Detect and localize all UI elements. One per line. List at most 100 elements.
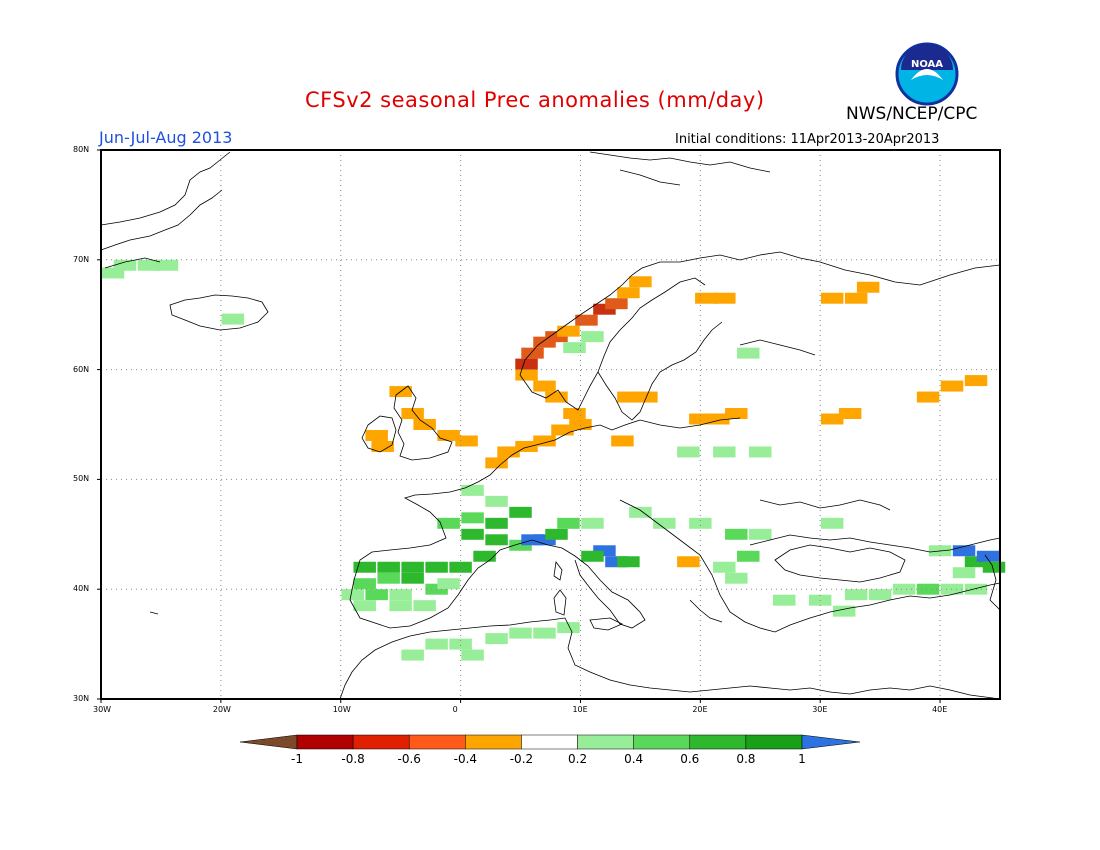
anomaly-cell <box>677 446 700 458</box>
colorbar-box <box>521 734 578 750</box>
latitude-label: 40N <box>73 584 90 594</box>
anomaly-cell <box>485 457 508 469</box>
anomaly-cell <box>832 605 856 617</box>
anomaly-cell <box>389 589 412 601</box>
longitude-label: 40E <box>932 705 948 714</box>
anomaly-cell <box>515 369 538 381</box>
latitude-label: 80N <box>73 145 90 154</box>
anomaly-cell <box>533 627 556 639</box>
anomaly-cell <box>725 528 748 540</box>
anomaly-cell <box>677 556 700 568</box>
anomaly-cell <box>461 484 484 496</box>
anomaly-cell <box>461 512 484 524</box>
longitude-label: 30E <box>812 705 828 714</box>
anomaly-cell <box>713 446 736 458</box>
anomaly-cell <box>725 572 748 584</box>
anomaly-cell <box>377 572 400 584</box>
latitude-label: 30N <box>73 694 90 703</box>
colorbar-box <box>296 734 354 750</box>
anomaly-cell <box>982 561 1006 573</box>
anomaly-cell <box>749 446 772 458</box>
anomaly-cell <box>533 336 556 348</box>
anomaly-cell <box>485 534 508 546</box>
anomaly-cell <box>593 545 616 557</box>
anomaly-cell <box>533 534 556 546</box>
longitude-label: 20W <box>212 705 231 714</box>
anomaly-cell <box>509 627 532 639</box>
anomaly-cell <box>413 600 436 612</box>
anomaly-cell <box>461 528 484 540</box>
anomaly-cell <box>611 435 634 447</box>
longitude-label: 30W <box>93 705 112 714</box>
anomaly-cell <box>353 561 376 573</box>
latitude-label: 50N <box>73 474 90 484</box>
anomaly-cell <box>473 550 496 562</box>
anomaly-cell <box>449 561 472 573</box>
anomaly-cell <box>581 550 604 562</box>
anomaly-cell <box>689 413 712 425</box>
colorbar-left-arrow <box>239 734 298 750</box>
colorbar-label: -0.2 <box>509 752 534 766</box>
map-frame <box>100 149 1001 700</box>
anomaly-cell <box>563 408 586 420</box>
anomaly-cell <box>916 583 940 595</box>
anomaly-cell <box>455 435 478 447</box>
colorbar-label: -1 <box>291 752 303 766</box>
colorbar-label: -0.8 <box>341 752 365 766</box>
anomaly-cell <box>563 342 586 354</box>
noaa-logo-text: NOAA <box>911 59 943 70</box>
anomaly-cell <box>713 561 736 573</box>
colorbar-box <box>577 734 634 750</box>
anomaly-cell <box>425 561 448 573</box>
anomaly-cell <box>964 556 988 568</box>
anomaly-cell <box>952 545 976 557</box>
anomaly-cell <box>653 517 676 529</box>
colorbar-right-arrow <box>801 734 861 750</box>
anomaly-cell <box>545 391 568 403</box>
anomaly-cell <box>365 429 388 441</box>
anomaly-cell <box>725 408 748 420</box>
anomaly-cell <box>737 550 760 562</box>
anomaly-cell <box>485 517 508 529</box>
colorbar-label: 0.8 <box>736 752 756 766</box>
anomaly-cell <box>551 424 574 436</box>
anomaly-cell <box>749 528 772 540</box>
colorbar-box <box>633 734 691 750</box>
anomaly-cell <box>497 446 520 458</box>
anomaly-cell <box>629 276 652 288</box>
anomaly-cell <box>485 633 508 645</box>
anomaly-cell <box>401 649 424 661</box>
coastlines <box>100 151 1001 700</box>
anomaly-cell <box>485 495 508 507</box>
anomaly-cell <box>113 259 137 271</box>
anomaly-cell <box>593 303 616 315</box>
anomaly-cell <box>533 380 556 392</box>
anomaly-cell <box>976 550 1000 562</box>
anomaly-cell <box>461 649 484 661</box>
initial-conditions-label: Initial conditions: 11Apr2013-20Apr2013 <box>675 132 940 147</box>
anomaly-cell <box>629 506 652 518</box>
chart-title: CFSv2 seasonal Prec anomalies (mm/day) <box>305 88 765 112</box>
colorbar-label: 0.6 <box>680 752 700 766</box>
colorbar-box <box>465 734 522 750</box>
anomaly-cell <box>940 380 964 392</box>
anomaly-cell <box>557 517 580 529</box>
anomaly-cell <box>713 292 736 304</box>
anomaly-cell <box>940 583 964 595</box>
anomaly-cell <box>773 594 796 606</box>
colorbar-box <box>408 734 466 750</box>
anomaly-cell <box>515 358 538 370</box>
anomaly-cell <box>341 589 364 601</box>
anomaly-cell <box>964 375 988 387</box>
anomaly-cell <box>617 287 640 299</box>
anomaly-cell <box>844 292 868 304</box>
anomaly-cell <box>892 583 916 595</box>
anomaly-cell <box>137 259 161 271</box>
colorbar-box <box>689 734 747 750</box>
anomaly-cell <box>533 435 556 447</box>
anomaly-cell <box>820 413 844 425</box>
anomaly-cell <box>101 267 125 279</box>
anomaly-cell <box>377 561 400 573</box>
